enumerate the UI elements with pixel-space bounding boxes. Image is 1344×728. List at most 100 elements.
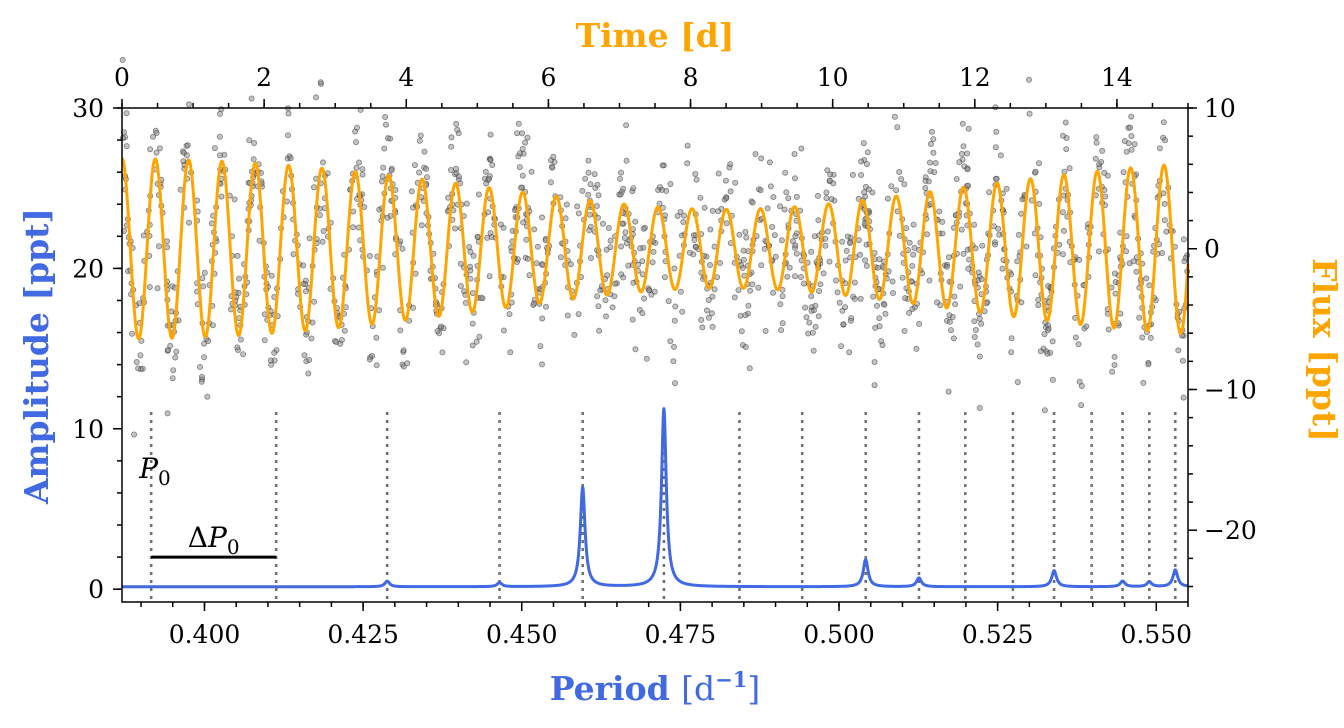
flux-point	[1060, 251, 1067, 258]
flux-point	[711, 286, 718, 293]
flux-point	[966, 256, 973, 263]
flux-point	[890, 289, 897, 296]
flux-point	[198, 373, 205, 380]
flux-point	[563, 201, 570, 208]
flux-point	[823, 189, 830, 196]
flux-point	[874, 264, 881, 271]
flux-point	[709, 293, 716, 300]
flux-point	[1127, 124, 1134, 131]
flux-point	[769, 223, 776, 230]
flux-point	[758, 155, 765, 162]
flux-point	[889, 278, 896, 285]
flux-point	[958, 226, 965, 233]
flux-point	[934, 299, 941, 306]
flux-point	[1076, 378, 1083, 385]
flux-point	[861, 189, 868, 196]
flux-point	[539, 315, 546, 322]
flux-point	[234, 252, 241, 259]
flux-point	[781, 206, 788, 213]
flux-point	[411, 162, 418, 169]
flux-point	[421, 148, 428, 155]
flux-point	[667, 338, 674, 345]
flux-point	[959, 120, 966, 127]
flux-point	[605, 224, 612, 231]
flux-point	[1130, 258, 1137, 265]
flux-point	[434, 327, 441, 334]
flux-point	[971, 221, 978, 228]
flux-point	[1111, 353, 1118, 360]
flux-point	[366, 252, 373, 259]
flux-point	[308, 335, 315, 342]
flux-point	[927, 159, 934, 166]
flux-point	[839, 238, 846, 245]
flux-point	[412, 270, 419, 277]
flux-point	[1056, 241, 1063, 248]
flux-point	[359, 171, 366, 178]
flux-point	[484, 234, 491, 241]
flux-point	[782, 169, 789, 176]
ticks-layer: 0.400 0.425 0.450 0.475 0.500 0.525 0.55001020…	[72, 63, 1257, 649]
flux-point	[311, 298, 318, 305]
flux-point	[482, 168, 489, 175]
flux-point	[140, 232, 147, 239]
bottom-tick-label: 0.475	[645, 620, 717, 649]
flux-point	[677, 208, 684, 215]
flux-point	[705, 296, 712, 303]
flux-point	[1105, 326, 1112, 333]
flux-point	[671, 317, 678, 324]
flux-point	[1180, 236, 1187, 243]
top-tick-label: 14	[1101, 63, 1133, 92]
flux-point	[423, 165, 430, 172]
flux-point	[779, 320, 786, 327]
flux-point	[645, 287, 652, 294]
flux-point	[851, 279, 858, 286]
flux-point	[593, 202, 600, 209]
flux-point	[1181, 258, 1188, 265]
flux-point	[476, 333, 483, 340]
flux-point	[618, 169, 625, 176]
flux-point	[1026, 110, 1033, 117]
flux-point	[844, 233, 851, 240]
flux-point	[1111, 361, 1118, 368]
flux-point	[817, 281, 824, 288]
flux-point	[1140, 379, 1147, 386]
flux-model-line	[120, 157, 1190, 341]
flux-point	[185, 101, 192, 108]
flux-point	[353, 139, 360, 146]
flux-point	[910, 251, 917, 258]
flux-point	[567, 261, 574, 268]
flux-point	[418, 222, 425, 229]
flux-point	[623, 122, 630, 129]
flux-point	[746, 365, 753, 372]
flux-point	[453, 120, 460, 127]
flux-point	[930, 136, 937, 143]
flux-point	[667, 180, 674, 187]
flux-point	[231, 196, 238, 203]
flux-point	[1035, 302, 1042, 309]
flux-point	[693, 176, 700, 183]
flux-point	[564, 312, 571, 319]
flux-point	[891, 113, 898, 120]
flux-point	[1008, 349, 1015, 356]
flux-point	[1060, 132, 1067, 139]
flux-point	[586, 211, 593, 218]
flux-point	[876, 315, 883, 322]
flux-point	[698, 316, 705, 323]
flux-point	[803, 314, 810, 321]
flux-point	[562, 215, 569, 222]
flux-point	[732, 179, 739, 186]
flux-point	[840, 321, 847, 328]
flux-point	[467, 275, 474, 282]
flux-point	[945, 254, 952, 261]
flux-point	[164, 410, 171, 417]
flux-point	[539, 261, 546, 268]
flux-point	[185, 219, 192, 226]
flux-point	[906, 239, 913, 246]
flux-point	[623, 157, 630, 164]
flux-point	[909, 262, 916, 269]
p0-label: P0	[138, 452, 171, 490]
flux-point	[131, 431, 138, 438]
flux-point	[625, 262, 632, 269]
flux-point	[397, 327, 404, 334]
flux-point	[487, 131, 494, 138]
